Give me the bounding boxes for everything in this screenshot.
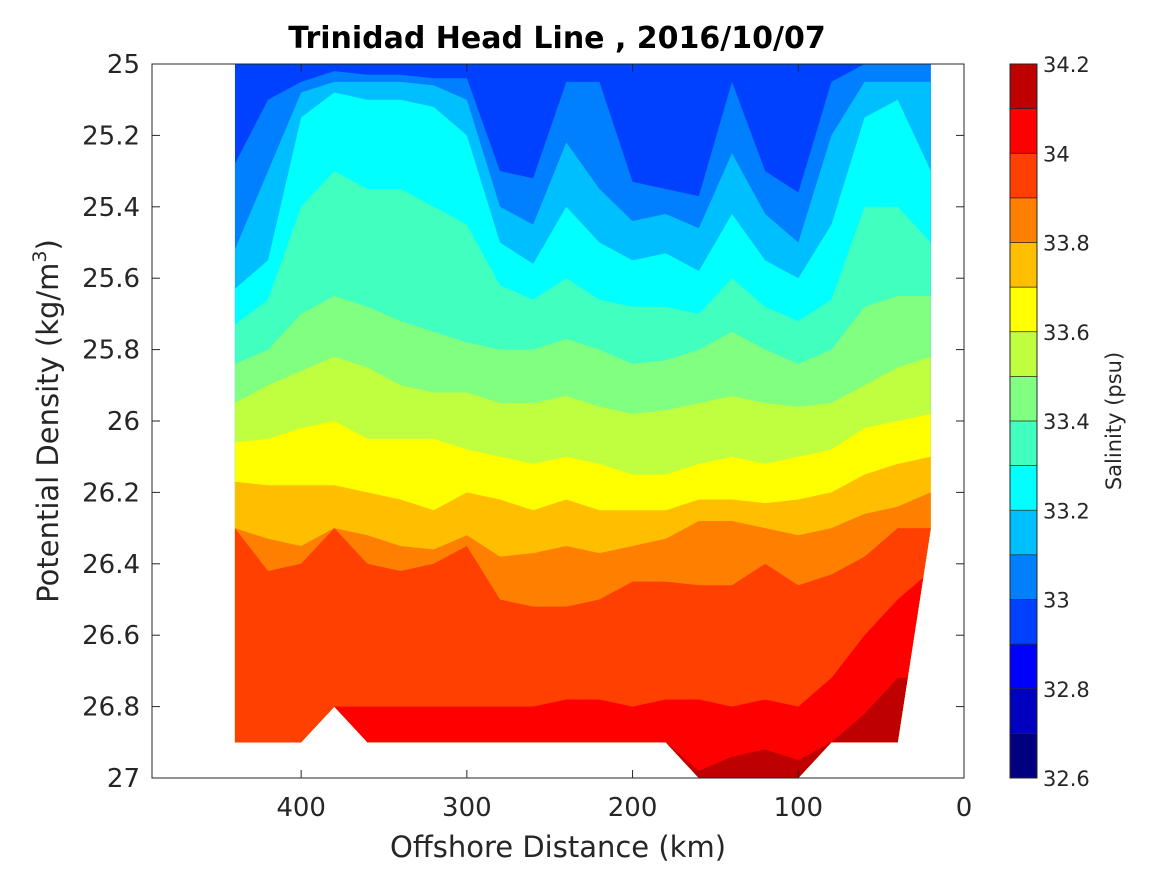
colorbar-frame [1009,63,1038,779]
x-tick-label: 400 [276,793,326,823]
colorbar-segment [1010,153,1037,199]
y-axis-label-text: Potential Density (kg/m [31,263,65,603]
y-axis: 25 25.2 25.4 25.6 25.8 26 26.2 26.4 26.6 26.8 27 [82,50,964,794]
colorbar: 32.6 32.8 33 33.2 33.4 33.6 33.8 34 34.2 [1009,53,1090,791]
colorbar-segment [1010,331,1037,377]
y-tick-label: 25.6 [82,264,140,294]
y-tick-label: 25 [107,50,140,80]
y-tick-label: 25.2 [82,121,140,151]
colorbar-tick-label: 33.8 [1043,232,1090,256]
x-axis: 400 300 200 100 0 [276,64,972,823]
colorbar-segment [1010,108,1037,154]
contour-bands [234,64,931,778]
y-axis-label-superscript: 3 [29,250,51,262]
colorbar-tick-label: 34 [1043,142,1070,166]
colorbar-tick-label: 33 [1043,589,1070,613]
y-tick-label: 26.6 [82,621,140,651]
colorbar-segment [1010,733,1037,779]
colorbar-segment [1010,287,1037,333]
y-tick-label: 25.8 [82,336,140,366]
colorbar-tick-label: 33.2 [1043,499,1090,523]
y-tick-label: 26 [107,407,140,437]
colorbar-tick-label: 32.8 [1043,678,1090,702]
colorbar-segment [1010,644,1037,690]
x-tick-label: 200 [608,793,658,823]
y-tick-label: 26.8 [82,693,140,723]
x-axis-label: Offshore Distance (km) [390,830,726,864]
colorbar-segment [1010,421,1037,467]
colorbar-segment [1010,242,1037,288]
colorbar-segment [1010,465,1037,511]
colorbar-segment [1010,64,1037,110]
colorbar-tick-label: 33.4 [1043,410,1090,434]
y-tick-label: 26.4 [82,550,140,580]
colorbar-tick-label: 32.6 [1043,767,1090,791]
colorbar-segment [1010,197,1037,243]
colorbar-segment [1010,376,1037,422]
colorbar-label: Salinity (psu) [1102,352,1126,490]
y-tick-label: 26.2 [82,478,140,508]
colorbar-tick-label: 33.6 [1043,321,1090,345]
colorbar-segment [1010,688,1037,734]
colorbar-tick-label: 34.2 [1043,53,1090,77]
colorbar-segment [1010,510,1037,556]
y-axis-label: Potential Density (kg/m3) [29,239,65,603]
contour-band-34 [234,570,931,778]
x-tick-label: 300 [442,793,492,823]
x-tick-label: 100 [773,793,823,823]
colorbar-segment [1010,599,1037,645]
chart-title: Trinidad Head Line , 2016/10/07 [288,21,825,56]
colorbar-segment [1010,554,1037,600]
y-tick-label: 27 [107,764,140,794]
contour-plot-area [234,64,931,778]
x-tick-label: 0 [956,793,973,823]
y-tick-label: 25.4 [82,193,140,223]
y-axis-label-close: ) [31,239,65,250]
